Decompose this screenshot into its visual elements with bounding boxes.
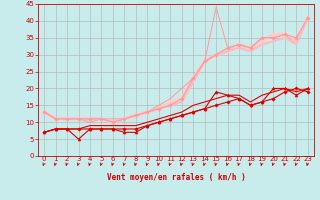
X-axis label: Vent moyen/en rafales ( km/h ): Vent moyen/en rafales ( km/h ) [107,173,245,182]
